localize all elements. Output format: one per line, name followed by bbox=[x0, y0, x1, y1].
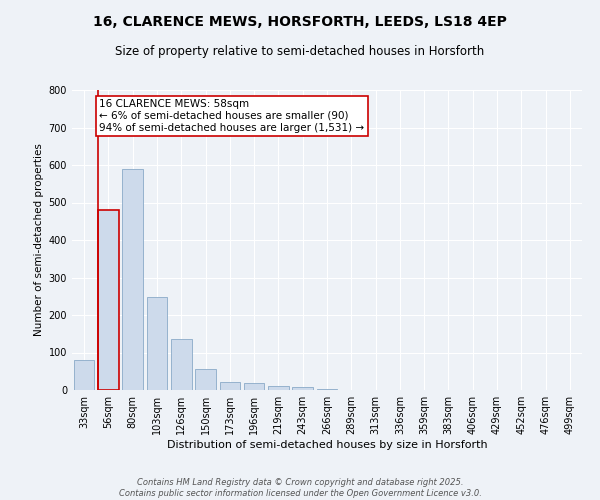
Text: 16, CLARENCE MEWS, HORSFORTH, LEEDS, LS18 4EP: 16, CLARENCE MEWS, HORSFORTH, LEEDS, LS1… bbox=[93, 15, 507, 29]
Bar bbox=[195, 370, 216, 390]
Bar bbox=[244, 383, 265, 390]
Bar bbox=[171, 340, 191, 390]
Text: 16 CLARENCE MEWS: 58sqm
← 6% of semi-detached houses are smaller (90)
94% of sem: 16 CLARENCE MEWS: 58sqm ← 6% of semi-det… bbox=[100, 100, 364, 132]
Bar bbox=[292, 388, 313, 390]
Bar bbox=[122, 169, 143, 390]
Y-axis label: Number of semi-detached properties: Number of semi-detached properties bbox=[34, 144, 44, 336]
Bar bbox=[268, 386, 289, 390]
Bar bbox=[146, 297, 167, 390]
X-axis label: Distribution of semi-detached houses by size in Horsforth: Distribution of semi-detached houses by … bbox=[167, 440, 487, 450]
Bar bbox=[317, 389, 337, 390]
Text: Size of property relative to semi-detached houses in Horsforth: Size of property relative to semi-detach… bbox=[115, 45, 485, 58]
Bar bbox=[74, 360, 94, 390]
Bar bbox=[98, 210, 119, 390]
Text: Contains HM Land Registry data © Crown copyright and database right 2025.
Contai: Contains HM Land Registry data © Crown c… bbox=[119, 478, 481, 498]
Bar bbox=[220, 382, 240, 390]
